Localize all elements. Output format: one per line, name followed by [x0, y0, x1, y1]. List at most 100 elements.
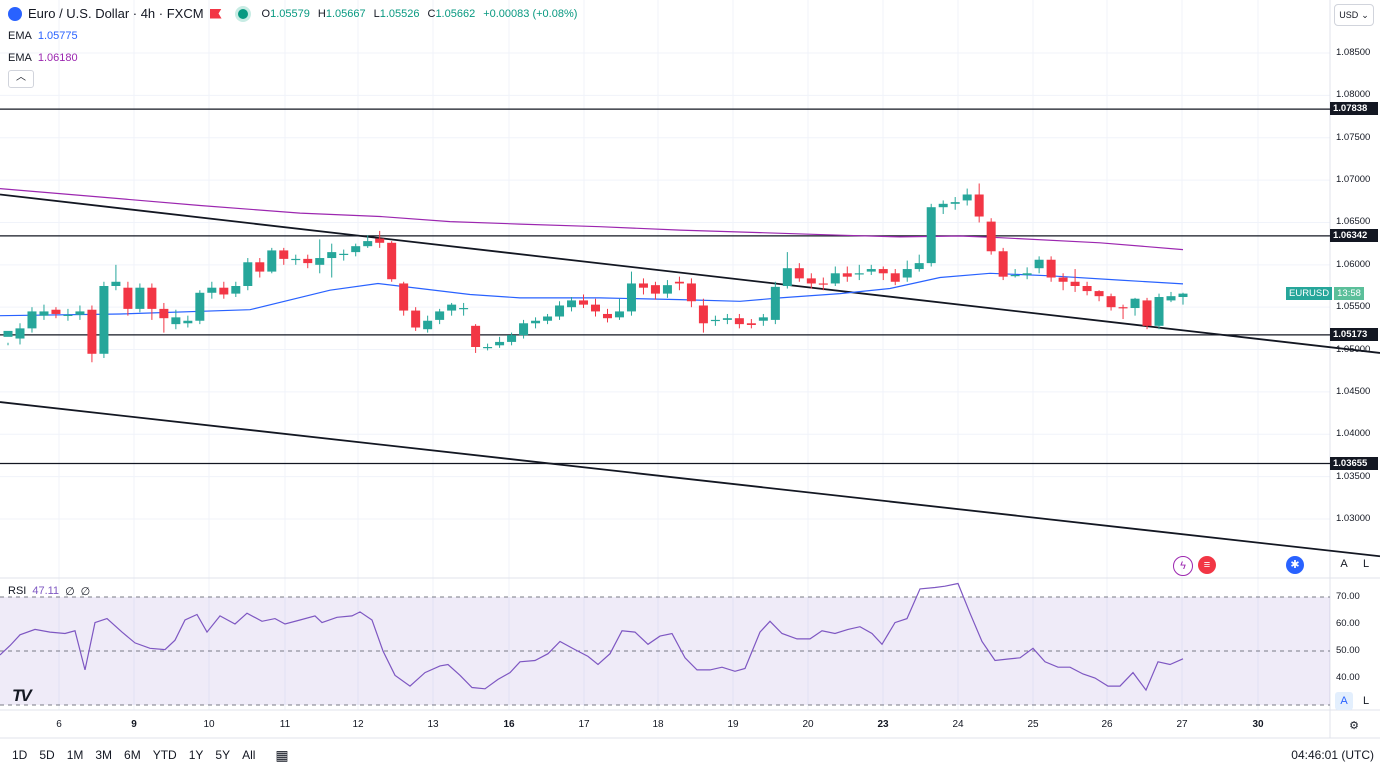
candle-body: [231, 286, 241, 294]
candle-body: [171, 317, 181, 325]
time-tick-label: 11: [279, 719, 291, 730]
candle-body: [531, 320, 541, 324]
candle-body: [1082, 286, 1092, 292]
rsi-tick-label: 50.00: [1336, 645, 1360, 656]
candle-body: [75, 311, 85, 315]
time-tick-label: 13: [427, 719, 439, 730]
us-flag-icon[interactable]: ≡: [1198, 556, 1216, 574]
price-level-label: 1.06342: [1330, 228, 1378, 242]
candle-body: [375, 238, 385, 243]
candle-body: [770, 286, 780, 320]
candle-body: [15, 328, 25, 339]
candle-body: [830, 273, 840, 284]
price-tick-label: 1.03000: [1336, 513, 1371, 524]
tradingview-logo[interactable]: TV: [12, 686, 32, 705]
price-level-label: 1.05173: [1330, 327, 1378, 341]
candle-body: [567, 300, 577, 308]
candle-body: [123, 287, 133, 309]
candle-body: [674, 281, 684, 284]
candle-body: [447, 304, 457, 311]
candle-body: [387, 242, 397, 280]
time-tick-label: 27: [1176, 719, 1188, 730]
rsi-auto-scale-button[interactable]: A: [1335, 692, 1353, 710]
trendline: [0, 193, 1380, 354]
time-tick-label: 6: [56, 719, 62, 730]
candle-body: [626, 283, 636, 312]
settings-gear-icon[interactable]: ⚙: [1349, 720, 1359, 732]
candle-body: [866, 269, 876, 272]
rsi-log-scale-button[interactable]: L: [1362, 695, 1370, 707]
bottom-toolbar: 1D 5D 1M 3M 6M YTD 1Y 5Y All ▦ 04:46:01 …: [0, 740, 1380, 770]
candle-body: [159, 308, 169, 319]
candle-body: [614, 311, 624, 318]
candle-body: [710, 319, 720, 322]
time-tick-label: 12: [352, 719, 364, 730]
candle-body: [734, 318, 744, 325]
range-all[interactable]: All: [242, 748, 256, 762]
price-tick-label: 1.04000: [1336, 428, 1371, 440]
candle-body: [1022, 273, 1032, 275]
candle-body: [1034, 259, 1044, 269]
symbol-title[interactable]: Euro / U.S. Dollar · 4h · FXCM: [28, 6, 204, 21]
range-1m[interactable]: 1M: [66, 748, 84, 762]
eu-flag-icon[interactable]: ✱: [1286, 556, 1304, 574]
candle-body: [758, 317, 768, 321]
lightning-icon[interactable]: ϟ: [1173, 556, 1193, 576]
candle-body: [1046, 259, 1056, 278]
candle-body: [147, 287, 157, 309]
ema-legend-1[interactable]: EMA 1.05775: [8, 30, 78, 42]
rsi-legend[interactable]: RSI 47.11 ∅ ∅: [8, 585, 91, 598]
range-5d[interactable]: 5D: [39, 748, 55, 762]
candle-body: [638, 283, 648, 288]
trendline: [0, 401, 1380, 558]
candle-body: [746, 323, 756, 325]
candle-body: [555, 305, 565, 317]
euro-logo-icon: [8, 6, 22, 21]
time-tick-label: 9: [131, 719, 137, 730]
ohlc-values: O1.05579 H1.05667 L1.05526 C1.05662 +0.0…: [261, 7, 578, 20]
symbol-tag: EURUSD: [1286, 287, 1333, 300]
candle-body: [591, 304, 600, 312]
price-tick-label: 1.06500: [1336, 216, 1371, 228]
log-scale-button[interactable]: L: [1362, 558, 1370, 570]
currency-selector[interactable]: USD ⌄: [1334, 4, 1374, 26]
chevron-up-icon[interactable]: ︿: [8, 70, 34, 88]
range-6m[interactable]: 6M: [124, 748, 141, 762]
rsi-line: [0, 582, 1184, 692]
range-ytd[interactable]: YTD: [152, 748, 177, 762]
ema-legend-2[interactable]: EMA 1.06180: [8, 52, 78, 64]
flag-icon[interactable]: [209, 8, 222, 19]
candle-body: [483, 347, 493, 349]
time-tick-label: 26: [1101, 719, 1113, 730]
time-tick-label: 10: [203, 719, 215, 730]
candle-body: [938, 203, 948, 208]
candle-body: [1094, 291, 1104, 297]
market-status-icon: [237, 8, 248, 19]
candle-body: [339, 253, 349, 256]
range-1d[interactable]: 1D: [12, 748, 28, 762]
auto-scale-button[interactable]: A: [1340, 558, 1348, 570]
candle-body: [27, 311, 37, 329]
candle-body: [495, 341, 505, 346]
candle-body: [914, 263, 924, 270]
candle-body: [459, 308, 469, 310]
candle-body: [399, 283, 409, 311]
candle-body: [722, 318, 732, 320]
range-1y[interactable]: 1Y: [188, 748, 204, 762]
candle-body: [195, 292, 205, 321]
range-5y[interactable]: 5Y: [215, 748, 231, 762]
candle-body: [543, 316, 553, 321]
candle-body: [267, 250, 277, 272]
clock[interactable]: 04:46:01 (UTC): [1291, 748, 1374, 762]
time-tick-label: 20: [802, 719, 814, 730]
price-tick-label: 1.05500: [1336, 301, 1371, 313]
calendar-icon[interactable]: ▦: [275, 746, 289, 763]
candle-body: [1058, 277, 1068, 282]
candle-body: [1130, 298, 1140, 309]
ema-line: [0, 272, 1184, 317]
range-3m[interactable]: 3M: [95, 748, 113, 762]
candle-body: [3, 330, 13, 337]
candle-body: [279, 250, 289, 259]
candle-body: [435, 311, 445, 320]
